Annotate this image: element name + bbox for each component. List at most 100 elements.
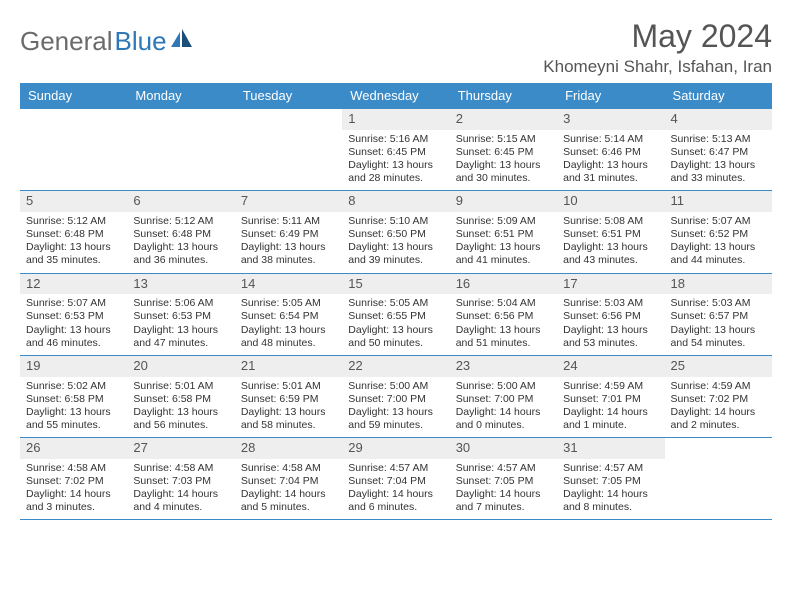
day-number-bar: 9 — [450, 191, 557, 212]
calendar-grid: SundayMondayTuesdayWednesdayThursdayFrid… — [20, 83, 772, 520]
daylight-line: Daylight: 13 hours and 55 minutes. — [26, 406, 123, 432]
day-number-bar: 5 — [20, 191, 127, 212]
day-number-bar: 2 — [450, 109, 557, 130]
sunrise-line: Sunrise: 5:13 AM — [671, 133, 768, 146]
sunrise-line: Sunrise: 5:05 AM — [348, 297, 445, 310]
sunset-line: Sunset: 6:45 PM — [456, 146, 553, 159]
daylight-line: Daylight: 13 hours and 39 minutes. — [348, 241, 445, 267]
day-number-bar: 25 — [665, 356, 772, 377]
sunset-line: Sunset: 7:04 PM — [348, 475, 445, 488]
daylight-line: Daylight: 13 hours and 59 minutes. — [348, 406, 445, 432]
sunset-line: Sunset: 6:56 PM — [456, 310, 553, 323]
day-cell-empty — [20, 109, 127, 190]
sunset-line: Sunset: 6:58 PM — [133, 393, 230, 406]
dow-cell: Monday — [127, 83, 234, 109]
daylight-line: Daylight: 13 hours and 35 minutes. — [26, 241, 123, 267]
day-cell: 18Sunrise: 5:03 AMSunset: 6:57 PMDayligh… — [665, 274, 772, 355]
sunrise-line: Sunrise: 5:12 AM — [26, 215, 123, 228]
day-number: 18 — [671, 276, 685, 291]
sunset-line: Sunset: 7:03 PM — [133, 475, 230, 488]
sunrise-line: Sunrise: 5:12 AM — [133, 215, 230, 228]
day-cell: 10Sunrise: 5:08 AMSunset: 6:51 PMDayligh… — [557, 191, 664, 272]
sunset-line: Sunset: 6:46 PM — [563, 146, 660, 159]
sunrise-line: Sunrise: 5:00 AM — [456, 380, 553, 393]
day-cell: 9 Sunrise: 5:09 AMSunset: 6:51 PMDaylight… — [450, 191, 557, 272]
sunset-line: Sunset: 7:05 PM — [563, 475, 660, 488]
sunset-line: Sunset: 6:51 PM — [563, 228, 660, 241]
day-number-bar: 11 — [665, 191, 772, 212]
daylight-line: Daylight: 14 hours and 6 minutes. — [348, 488, 445, 514]
sunrise-line: Sunrise: 5:03 AM — [563, 297, 660, 310]
daylight-line: Daylight: 13 hours and 54 minutes. — [671, 324, 768, 350]
sunset-line: Sunset: 6:52 PM — [671, 228, 768, 241]
day-number: 25 — [671, 358, 685, 373]
sunrise-line: Sunrise: 5:01 AM — [133, 380, 230, 393]
sunrise-line: Sunrise: 4:58 AM — [133, 462, 230, 475]
week-row: 26Sunrise: 4:58 AMSunset: 7:02 PMDayligh… — [20, 438, 772, 520]
dow-cell: Wednesday — [342, 83, 449, 109]
daylight-line: Daylight: 13 hours and 56 minutes. — [133, 406, 230, 432]
daylight-line: Daylight: 14 hours and 1 minute. — [563, 406, 660, 432]
sunrise-line: Sunrise: 5:01 AM — [241, 380, 338, 393]
logo-text-blue: Blue — [115, 26, 167, 57]
daylight-line: Daylight: 14 hours and 0 minutes. — [456, 406, 553, 432]
day-cell-empty — [235, 109, 342, 190]
day-number-bar: 18 — [665, 274, 772, 295]
sunrise-line: Sunrise: 4:57 AM — [456, 462, 553, 475]
sunset-line: Sunset: 7:00 PM — [348, 393, 445, 406]
sunrise-line: Sunrise: 5:02 AM — [26, 380, 123, 393]
daylight-line: Daylight: 13 hours and 38 minutes. — [241, 241, 338, 267]
daylight-line: Daylight: 13 hours and 41 minutes. — [456, 241, 553, 267]
day-number: 30 — [456, 440, 470, 455]
day-number-bar: 17 — [557, 274, 664, 295]
day-number-bar: 6 — [127, 191, 234, 212]
sunrise-line: Sunrise: 5:16 AM — [348, 133, 445, 146]
sunset-line: Sunset: 6:47 PM — [671, 146, 768, 159]
day-cell: 14Sunrise: 5:05 AMSunset: 6:54 PMDayligh… — [235, 274, 342, 355]
sunset-line: Sunset: 7:02 PM — [671, 393, 768, 406]
day-number: 21 — [241, 358, 255, 373]
sunset-line: Sunset: 6:48 PM — [133, 228, 230, 241]
daylight-line: Daylight: 14 hours and 8 minutes. — [563, 488, 660, 514]
day-number-bar: 10 — [557, 191, 664, 212]
day-number: 22 — [348, 358, 362, 373]
day-number-bar: 13 — [127, 274, 234, 295]
sunset-line: Sunset: 6:53 PM — [26, 310, 123, 323]
daylight-line: Daylight: 14 hours and 3 minutes. — [26, 488, 123, 514]
day-cell: 12Sunrise: 5:07 AMSunset: 6:53 PMDayligh… — [20, 274, 127, 355]
daylight-line: Daylight: 13 hours and 30 minutes. — [456, 159, 553, 185]
day-number: 2 — [456, 111, 463, 126]
daylight-line: Daylight: 13 hours and 48 minutes. — [241, 324, 338, 350]
dow-cell: Thursday — [450, 83, 557, 109]
sunrise-line: Sunrise: 4:58 AM — [241, 462, 338, 475]
sunrise-line: Sunrise: 4:59 AM — [563, 380, 660, 393]
daylight-line: Daylight: 13 hours and 50 minutes. — [348, 324, 445, 350]
day-cell: 25Sunrise: 4:59 AMSunset: 7:02 PMDayligh… — [665, 356, 772, 437]
day-number-bar: 15 — [342, 274, 449, 295]
day-number: 6 — [133, 193, 140, 208]
week-row: 1 Sunrise: 5:16 AM Sunset: 6:45 PMDaylight… — [20, 109, 772, 191]
page-header: GeneralBlue May 2024 Khomeyni Shahr, Isf… — [20, 18, 772, 77]
week-row: 12 Sunrise: 5:07 AMSunset: 6:53 PM Dayligh… — [20, 274, 772, 356]
day-number-bar: 7 — [235, 191, 342, 212]
sunrise-line: Sunrise: 5:04 AM — [456, 297, 553, 310]
day-number: 5 — [26, 193, 33, 208]
day-cell: 30Sunrise: 4:57 AMSunset: 7:05 PMDayligh… — [450, 438, 557, 519]
day-number-bar: 22 — [342, 356, 449, 377]
sunset-line: Sunset: 7:05 PM — [456, 475, 553, 488]
day-cell-empty — [127, 109, 234, 190]
day-cell: 4Sunrise: 5:13 AMSunset: 6:47 PMDaylight… — [665, 109, 772, 190]
sunrise-line: Sunrise: 5:07 AM — [26, 297, 123, 310]
daylight-line: Daylight: 13 hours and 47 minutes. — [133, 324, 230, 350]
day-number: 1 — [348, 111, 355, 126]
sunrise-line: Sunrise: 5:09 AM — [456, 215, 553, 228]
day-number-bar: 14 — [235, 274, 342, 295]
day-number: 28 — [241, 440, 255, 455]
sunrise-line: Sunrise: 5:11 AM — [241, 215, 338, 228]
day-number: 15 — [348, 276, 362, 291]
sunset-line: Sunset: 6:51 PM — [456, 228, 553, 241]
sunrise-line: Sunrise: 4:58 AM — [26, 462, 123, 475]
day-number: 7 — [241, 193, 248, 208]
day-number: 12 — [26, 276, 40, 291]
day-cell: 1Sunrise: 5:16 AMSunset: 6:45 PMDaylight… — [342, 109, 449, 190]
